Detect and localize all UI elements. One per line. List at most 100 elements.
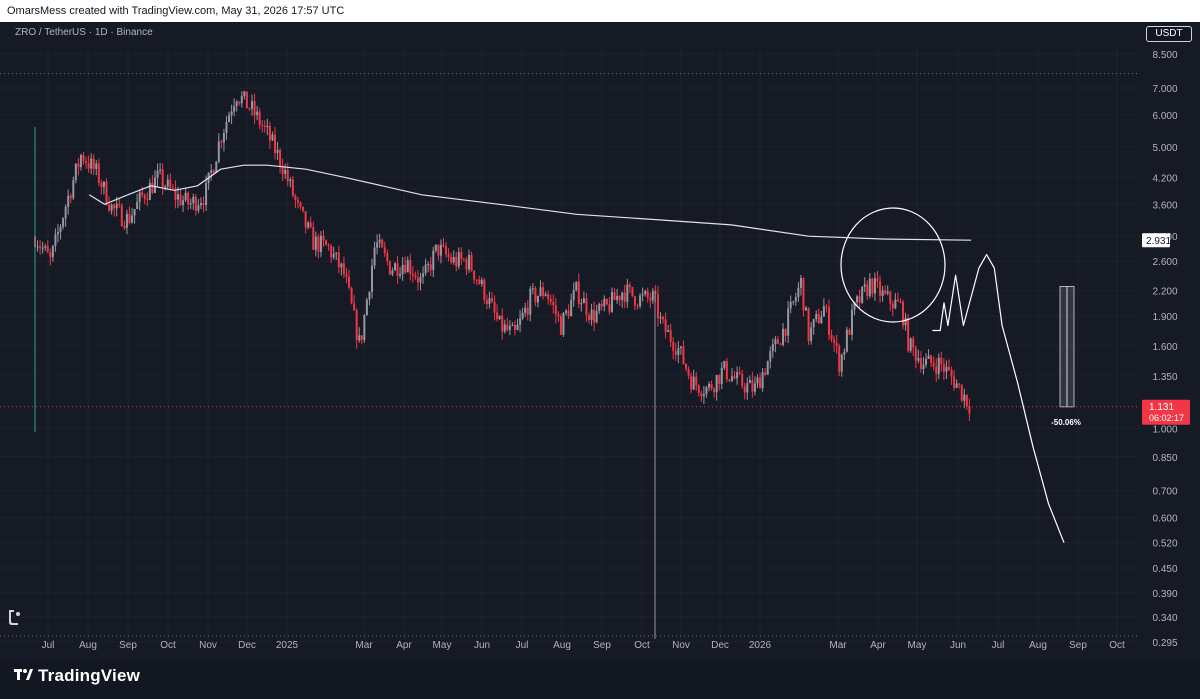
candle-body xyxy=(909,338,912,351)
candle-body xyxy=(907,317,910,351)
candle-body xyxy=(325,240,328,246)
price-chart[interactable]: -50.06% 8.5007.0006.0005.0004.2003.6003.… xyxy=(0,0,1200,662)
candle-body xyxy=(194,196,197,211)
tradingview-watermark-icon[interactable] xyxy=(6,607,24,627)
projection-path xyxy=(932,254,1065,543)
candle-body xyxy=(253,101,256,116)
candle-body xyxy=(570,300,573,317)
candle-body xyxy=(756,377,759,384)
candle-body xyxy=(49,252,52,258)
candle-body xyxy=(238,101,241,104)
x-tick-label: Jul xyxy=(516,640,529,651)
candle-body xyxy=(312,227,315,250)
candle-body xyxy=(432,250,435,271)
candle-body xyxy=(396,263,399,276)
candle-body xyxy=(212,170,215,173)
candle-body xyxy=(123,226,126,228)
candle-body xyxy=(682,346,685,364)
candle-body xyxy=(258,111,261,125)
annotations: -50.06% xyxy=(0,207,1140,543)
x-axis: Jul Aug Sep Oct Nov Dec 2025 Mar Apr May Jun Jul Aug… xyxy=(42,640,1125,651)
candle-body xyxy=(713,388,716,393)
candle-body xyxy=(728,379,731,381)
candle-body xyxy=(220,141,223,143)
x-tick-label: 2025 xyxy=(276,640,299,651)
candle-body xyxy=(184,192,187,201)
candle-body xyxy=(85,161,88,164)
candle-body xyxy=(690,375,693,390)
candle-body xyxy=(496,312,499,320)
x-tick-label: Aug xyxy=(79,640,97,651)
candle-body xyxy=(67,195,70,207)
candle-body xyxy=(228,115,231,122)
candle-body xyxy=(771,344,774,352)
candle-body xyxy=(879,281,882,297)
candle-body xyxy=(235,101,238,107)
candle-body xyxy=(508,325,511,331)
chart-area[interactable] xyxy=(0,22,1200,662)
candle-body xyxy=(414,275,417,278)
candle-body xyxy=(544,294,547,296)
x-tick-label: Mar xyxy=(829,640,847,651)
candle-body xyxy=(904,317,907,326)
candle-body xyxy=(337,252,340,268)
x-tick-label: Jul xyxy=(992,640,1005,651)
candle-body xyxy=(917,358,920,361)
candle-body xyxy=(64,206,67,219)
candle-body xyxy=(222,132,225,143)
candle-body xyxy=(531,288,534,290)
candle-body xyxy=(774,339,777,345)
candle-body xyxy=(743,386,746,393)
candle-body xyxy=(192,196,195,204)
candle-body xyxy=(478,279,481,284)
moving-average xyxy=(88,164,972,241)
candle-body xyxy=(759,377,762,389)
candle-body xyxy=(279,149,282,167)
candle-body xyxy=(552,301,555,306)
candle-body xyxy=(582,298,585,304)
candle-body xyxy=(932,362,935,367)
candle-body xyxy=(179,194,182,206)
candle-body xyxy=(577,281,580,305)
candle-body xyxy=(539,287,542,296)
symbol-label[interactable]: ZRO / TetherUS · 1D · Binance xyxy=(15,27,153,38)
current-price-box xyxy=(1142,399,1190,425)
candle-body xyxy=(797,287,800,298)
candle-body xyxy=(886,291,889,294)
candle-body xyxy=(817,313,820,324)
candle-body xyxy=(516,324,519,330)
candle-body xyxy=(787,308,790,336)
candle-body xyxy=(782,328,785,345)
currency-button[interactable]: USDT xyxy=(1146,26,1192,42)
candle-body xyxy=(268,125,271,141)
candle-body xyxy=(215,161,218,173)
candle-body xyxy=(182,200,185,206)
candle-body xyxy=(843,351,846,355)
candle-body xyxy=(406,260,409,273)
candle-body xyxy=(92,158,95,169)
candle-body xyxy=(838,346,841,372)
candle-body xyxy=(960,384,963,401)
candle-body xyxy=(189,203,192,205)
candle-body xyxy=(82,155,85,162)
candle-body xyxy=(955,383,958,388)
candle-body xyxy=(621,292,624,301)
candle-body xyxy=(171,187,174,189)
candle-body xyxy=(889,291,892,304)
candle-body xyxy=(401,264,404,274)
candle-body xyxy=(616,295,619,300)
candle-body xyxy=(784,328,787,336)
candle-body xyxy=(761,372,764,389)
x-tick-label: Sep xyxy=(119,640,137,651)
candle-body xyxy=(807,307,810,342)
candle-body xyxy=(935,366,938,374)
candle-body xyxy=(861,286,864,303)
candle-body xyxy=(69,195,72,199)
candle-body xyxy=(39,246,42,249)
x-tick-label: Nov xyxy=(672,640,690,651)
candle-body xyxy=(411,273,414,276)
candle-body xyxy=(429,264,432,271)
candle-body xyxy=(187,192,190,205)
candle-body xyxy=(281,166,284,174)
candle-body xyxy=(628,284,631,288)
